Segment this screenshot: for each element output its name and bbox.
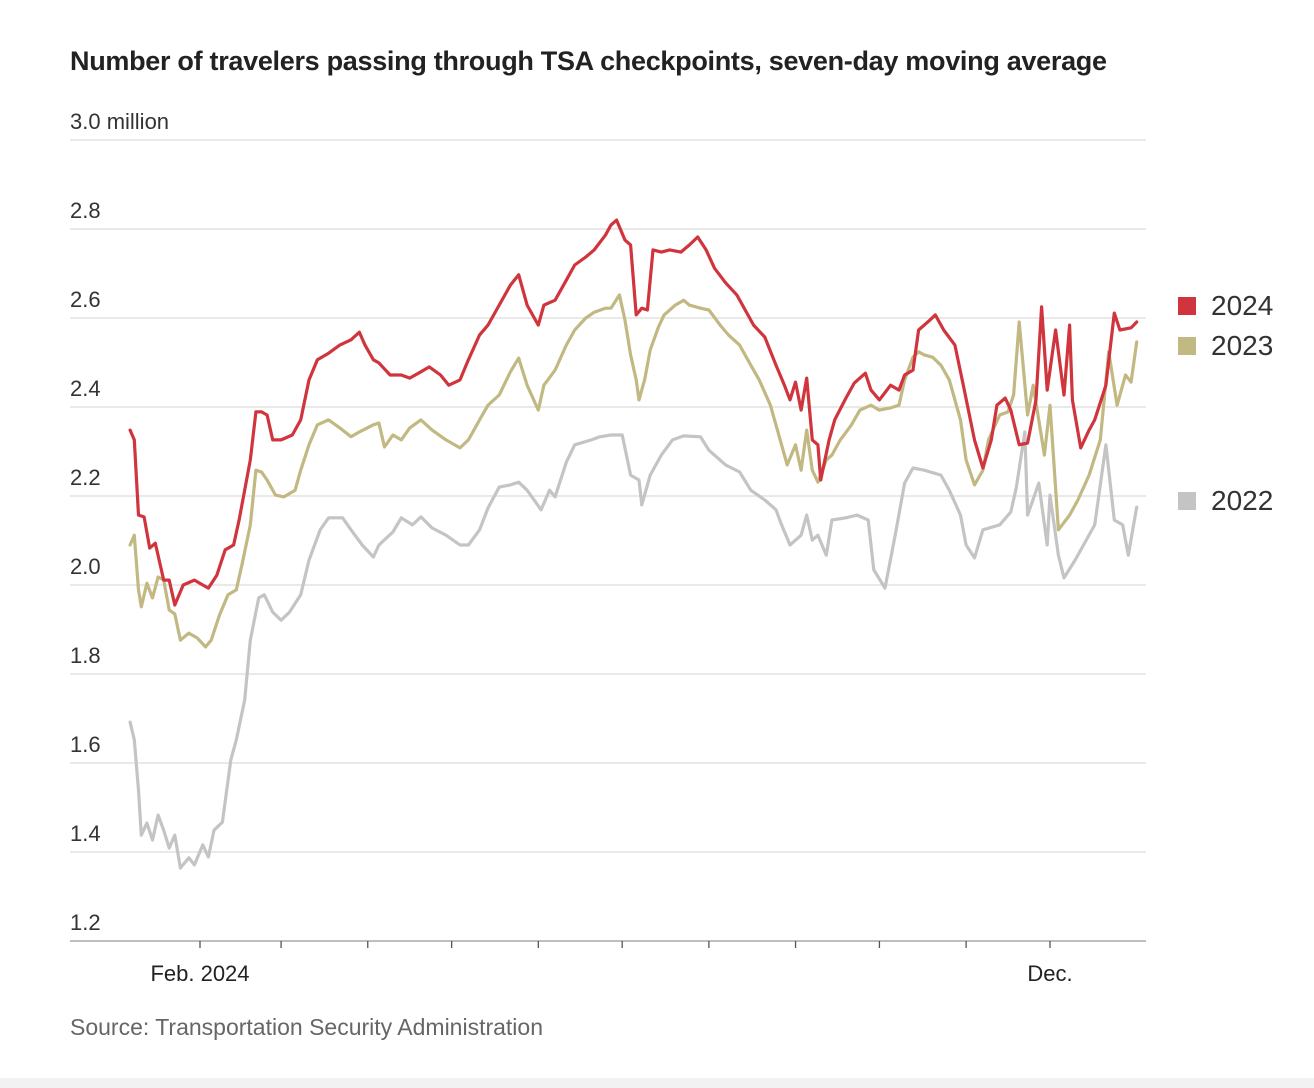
series-line-2023	[128, 293, 1139, 649]
x-tick-label: Dec.	[1027, 961, 1072, 986]
legend-swatch-2023	[1178, 337, 1196, 355]
x-tick-label: Feb. 2024	[150, 961, 249, 986]
series-line-2022	[128, 430, 1139, 870]
y-tick-label: 1.8	[70, 643, 101, 668]
y-tick-label: 1.2	[70, 910, 101, 935]
line-chart: 1.2 1.4 1.6 1.8 2.0 2.2 2.4 2.6 2.8 3.0 million F…	[70, 109, 1146, 986]
chart-title: Number of travelers passing through TSA …	[70, 46, 1107, 76]
series-line-2024	[128, 218, 1139, 607]
legend-label-2024: 2024	[1211, 290, 1274, 321]
y-tick-label: 2.0	[70, 554, 101, 579]
y-tick-label: 1.6	[70, 732, 101, 757]
legend-label-2023: 2023	[1211, 330, 1274, 361]
source-note: Source: Transportation Security Administ…	[70, 1014, 544, 1040]
y-tick-label: 2.4	[70, 376, 101, 401]
y-tick-label: 2.2	[70, 465, 101, 490]
legend-item-2024: 2024	[1178, 290, 1273, 322]
legend-label-2022: 2022	[1211, 485, 1274, 516]
legend-item-2023: 2023	[1178, 330, 1273, 362]
y-tick-label: 3.0 million	[70, 109, 169, 134]
bottom-strip	[0, 1078, 1314, 1088]
legend-swatch-2022	[1178, 492, 1196, 510]
legend-swatch-2024	[1178, 297, 1196, 315]
legend-item-2022: 2022	[1178, 485, 1273, 517]
y-tick-label: 2.6	[70, 287, 101, 312]
y-tick-label: 1.4	[70, 821, 101, 846]
y-tick-label: 2.8	[70, 198, 101, 223]
